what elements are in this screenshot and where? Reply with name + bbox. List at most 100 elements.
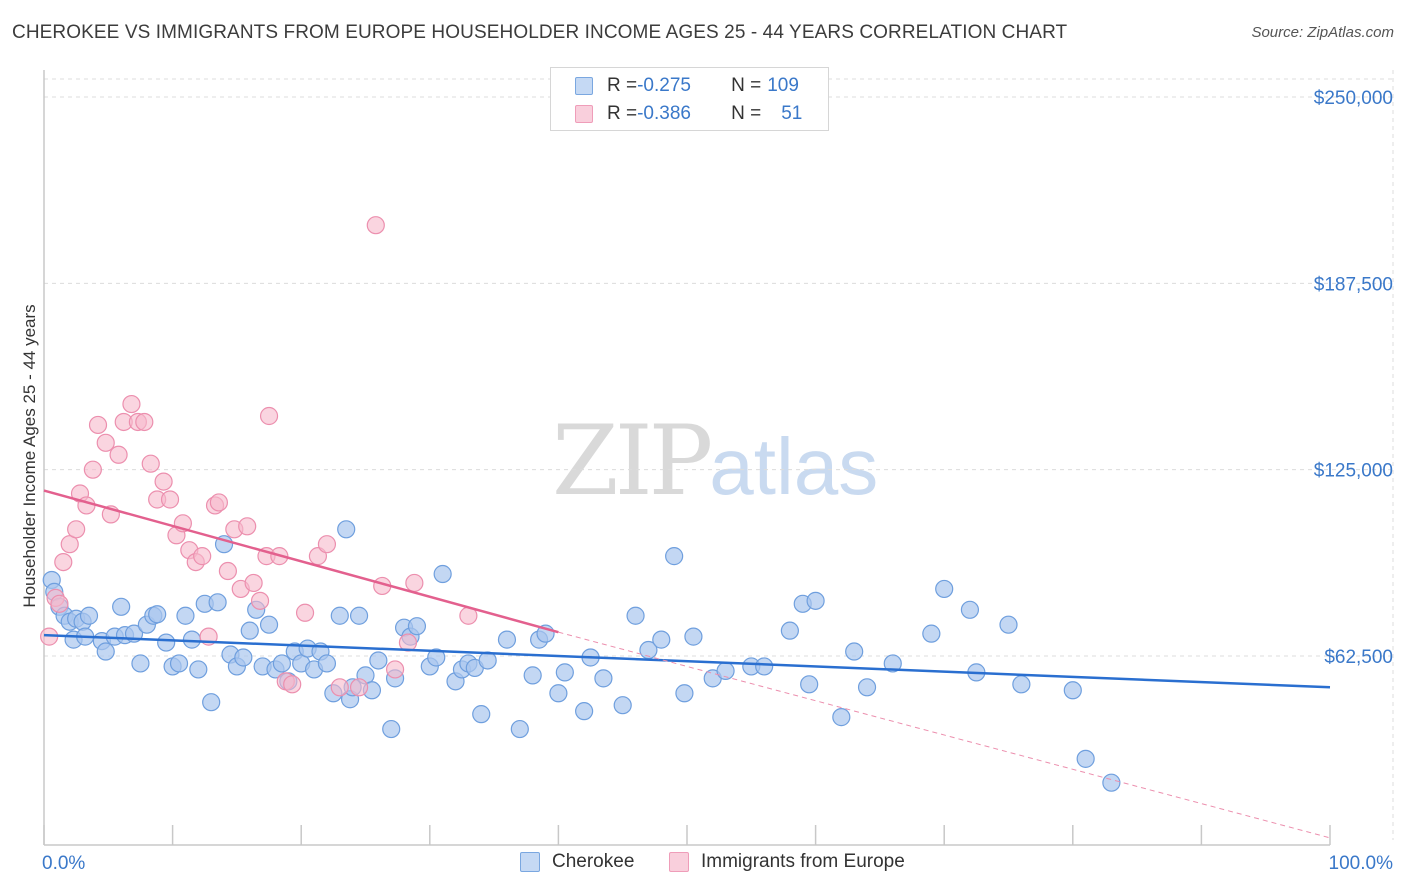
immigrants-point — [88, 415, 108, 435]
legend-row-cherokee: R = -0.275 N = 109 — [575, 73, 799, 99]
cherokee-point — [652, 630, 671, 649]
legend-label-immigrants: Immigrants from Europe — [701, 851, 905, 872]
legend-swatch-blue — [575, 77, 593, 95]
immigrants-point — [96, 433, 115, 452]
immigrants-point — [54, 552, 73, 572]
cherokee-point — [96, 642, 115, 661]
cherokee-point — [755, 657, 774, 676]
cherokee-point — [845, 642, 864, 661]
legend-row-immigrants: R = -0.386 N = 51 — [575, 101, 802, 127]
cherokee-point — [999, 615, 1018, 634]
cherokee-point — [510, 719, 529, 739]
cherokee-point — [131, 654, 150, 673]
cherokee-point — [176, 606, 195, 625]
immigrants-trend-line — [43, 489, 559, 634]
immigrants-point — [218, 561, 237, 581]
x-tick-label: 0.0% — [42, 853, 85, 874]
source-label: Source: ZipAtlas.com — [1251, 24, 1394, 41]
immigrants-point — [385, 660, 405, 679]
immigrants-point — [154, 472, 173, 491]
cherokee-point — [157, 633, 176, 652]
cherokee-point — [330, 606, 349, 625]
cherokee-trend-line — [43, 633, 1331, 689]
cherokee-point — [883, 654, 902, 673]
watermark-zip: ZIP — [552, 405, 713, 517]
legend-n-value: 51 — [781, 103, 803, 124]
cherokee-point — [1063, 681, 1082, 700]
immigrants-point — [295, 603, 315, 622]
cherokee-point — [337, 520, 356, 539]
cherokee-point — [1102, 773, 1121, 792]
y-tick-label: $125,000 — [1314, 461, 1393, 482]
cherokee-point — [112, 597, 131, 616]
trend-lines — [43, 489, 1331, 839]
immigrants-point — [238, 517, 257, 536]
cherokee-point — [626, 606, 645, 625]
chart-title: CHEROKEE VS IMMIGRANTS FROM EUROPE HOUSE… — [12, 22, 1068, 43]
axes — [43, 70, 1331, 846]
cherokee-point — [922, 624, 941, 643]
legend-n-label: N = — [731, 103, 762, 124]
cherokee-point — [169, 654, 189, 673]
legend-swatch-pink — [575, 105, 593, 123]
cherokee-point — [555, 663, 574, 682]
immigrants-point — [83, 460, 102, 479]
cherokee-point — [407, 617, 427, 636]
cherokee-point — [182, 630, 201, 649]
cherokee-point — [189, 660, 208, 679]
y-tick-label: $187,500 — [1314, 274, 1393, 295]
cherokee-point — [472, 705, 491, 724]
cherokee-point — [1012, 675, 1031, 694]
cherokee-point — [665, 547, 684, 566]
cherokee-point — [575, 702, 594, 721]
legend-swatch-blue — [520, 852, 540, 872]
cherokee-point — [497, 630, 517, 649]
legend-r-label: R = — [607, 75, 638, 96]
watermark: ZIPatlas — [552, 405, 878, 517]
legend-n-value: 109 — [767, 75, 799, 96]
grid-lines — [44, 70, 1394, 840]
legend-r-value: -0.275 — [637, 75, 691, 96]
x-tick-label: 100.0% — [1329, 853, 1394, 874]
cherokee-point — [433, 564, 452, 584]
cherokee-point — [349, 606, 369, 625]
cherokee-point — [675, 684, 694, 703]
immigrants-point — [50, 594, 69, 613]
immigrants-point — [209, 493, 228, 512]
cherokee-point — [935, 579, 954, 599]
cherokee-point — [427, 648, 446, 667]
cherokee-point — [960, 600, 980, 619]
immigrants-point — [109, 445, 128, 464]
cherokee-point — [259, 615, 279, 634]
immigrants-point — [317, 535, 337, 554]
cherokee-point — [857, 678, 877, 697]
cherokee-point — [523, 666, 542, 685]
immigrants-trend-extension — [558, 631, 1331, 839]
immigrants-point — [193, 547, 212, 566]
immigrants-point — [366, 216, 385, 235]
immigrants-point — [244, 573, 263, 593]
cherokee-point — [240, 621, 259, 640]
legend-label-cherokee: Cherokee — [552, 851, 635, 872]
cherokee-point — [684, 627, 703, 646]
cherokee-point — [202, 693, 221, 712]
watermark-atlas: atlas — [709, 422, 879, 511]
immigrants-point — [405, 573, 424, 593]
cherokee-point — [806, 591, 825, 610]
immigrants-point — [141, 454, 160, 473]
cherokee-point — [148, 605, 167, 624]
legend-swatch-pink — [669, 852, 689, 872]
legend-item-cherokee: Cherokee — [520, 851, 634, 873]
cherokee-point — [800, 675, 819, 694]
y-axis-title: Householder Income Ages 25 - 44 years — [20, 304, 39, 607]
immigrants-point — [330, 678, 349, 697]
cherokee-point — [369, 651, 388, 670]
legend-item-immigrants: Immigrants from Europe — [669, 851, 905, 873]
cherokee-point — [613, 696, 632, 715]
immigrants-point — [349, 678, 369, 697]
cherokee-point — [549, 684, 568, 703]
cherokee-point — [382, 719, 401, 739]
cherokee-point — [208, 593, 227, 612]
immigrants-point — [283, 675, 302, 694]
